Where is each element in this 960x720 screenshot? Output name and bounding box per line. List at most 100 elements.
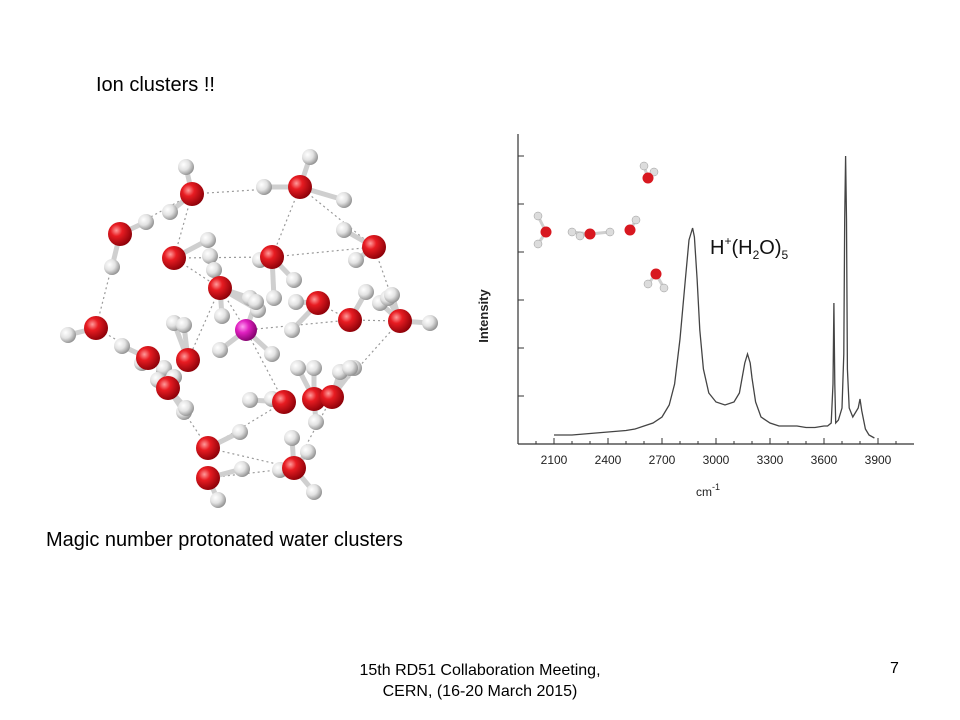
hydrogen-bond — [245, 329, 285, 403]
hydrogen-atom — [533, 239, 543, 249]
oxygen-atom — [176, 348, 200, 372]
hydrogen-atom — [242, 392, 258, 408]
x-tick-label: 2100 — [541, 453, 568, 467]
hydrogen-atom — [533, 211, 543, 221]
hydrogen-bond — [299, 186, 375, 248]
oxygen-atom — [306, 291, 330, 315]
hydrogen-atom — [234, 461, 250, 477]
oxygen-atom — [388, 309, 412, 333]
oxygen-atom — [136, 346, 160, 370]
hydrogen-atom — [358, 284, 374, 300]
hydrogen-atom — [422, 315, 438, 331]
hydrogen-atom — [176, 317, 192, 333]
oxygen-atom — [338, 308, 362, 332]
oxygen-atom — [642, 172, 654, 184]
y-axis-label: Intensity — [476, 289, 491, 343]
oxygen-atom — [180, 182, 204, 206]
x-axis-label: cm-1 — [696, 482, 720, 499]
x-tick-label: 3900 — [865, 453, 892, 467]
hydrogen-atom — [200, 232, 216, 248]
oxygen-atom — [288, 175, 312, 199]
chart-axes — [517, 134, 914, 445]
hydrogen-atom — [284, 322, 300, 338]
hydrogen-atom — [575, 231, 585, 241]
hydrogen-atom — [605, 227, 615, 237]
hydrogen-atom — [336, 192, 352, 208]
hydrogen-atom — [104, 259, 120, 275]
hydrogen-atom — [138, 214, 154, 230]
atoms — [60, 149, 438, 508]
hydrogen-atom — [266, 290, 282, 306]
oxygen-atom — [196, 436, 220, 460]
hydrogen-atom — [290, 360, 306, 376]
hydrogen-bond — [293, 396, 333, 469]
oxygen-atom — [584, 228, 596, 240]
hydrogen-bond — [271, 246, 375, 258]
oxygen-atom — [260, 245, 284, 269]
hydrogen-atom — [60, 327, 76, 343]
figure-caption: Magic number protonated water clusters — [46, 529, 403, 551]
hydrogen-atom — [284, 430, 300, 446]
x-tick-label: 3300 — [757, 453, 784, 467]
hydrogen-bond — [331, 320, 401, 398]
hydrogen-atom — [232, 424, 248, 440]
oxygen-atom — [624, 224, 636, 236]
hydrogen-atom — [567, 227, 577, 237]
hydrogen-atom — [248, 294, 264, 310]
inset-molecule-illustration — [533, 161, 669, 293]
hydrogen-atom — [210, 492, 226, 508]
hydrogen-atom — [659, 283, 669, 293]
oxygen-atom — [84, 316, 108, 340]
oxygen-atom — [650, 268, 662, 280]
hydrogen-atom — [256, 179, 272, 195]
hydrogen-atom — [214, 308, 230, 324]
x-tick-label: 2700 — [649, 453, 676, 467]
hydrogen-atom — [264, 346, 280, 362]
hydrogen-atom — [308, 414, 324, 430]
hydrogen-atom — [114, 338, 130, 354]
page-number: 7 — [890, 660, 899, 677]
x-axis-ticks: 2100 2400 2700 3000 3300 3600 3900 — [535, 438, 897, 467]
oxygen-atom — [196, 466, 220, 490]
oxygen-atom — [282, 456, 306, 480]
hydrogen-atom — [212, 342, 228, 358]
hydrogen-atom — [286, 272, 302, 288]
hydrogen-atom — [178, 400, 194, 416]
oxygen-atom — [272, 390, 296, 414]
hydrogen-atom — [206, 262, 222, 278]
hydrogen-atom — [288, 294, 304, 310]
hydrogen-atom — [336, 222, 352, 238]
x-tick-label: 2400 — [595, 453, 622, 467]
hydrogen-atom — [649, 167, 659, 177]
oxygen-atom — [108, 222, 132, 246]
formula-annotation: H+(H2O)5 — [710, 234, 788, 262]
oxygen-atom — [156, 376, 180, 400]
x-tick-label: 3000 — [703, 453, 730, 467]
hydrogen-atom — [178, 159, 194, 175]
hydrogen-atom — [384, 287, 400, 303]
hydrogen-atom — [631, 215, 641, 225]
slide-title: Ion clusters !! — [96, 74, 215, 96]
hydrogen-atom — [300, 444, 316, 460]
central-ion-atom — [235, 319, 257, 341]
hydrogen-atom — [639, 161, 649, 171]
oxygen-atom — [320, 385, 344, 409]
hydrogen-atom — [643, 279, 653, 289]
hydrogen-bond — [187, 287, 221, 361]
oxygen-atom — [540, 226, 552, 238]
hydrogen-atom — [348, 252, 364, 268]
x-tick-label: 3600 — [811, 453, 838, 467]
hydrogen-atom — [306, 484, 322, 500]
oxygen-atom — [208, 276, 232, 300]
hydrogen-atom — [162, 204, 178, 220]
hydrogen-atom — [342, 360, 358, 376]
hydrogen-atom — [202, 248, 218, 264]
footer-line-2: CERN, (16-20 March 2015) — [382, 683, 578, 700]
oxygen-atom — [162, 246, 186, 270]
spectrum-line — [554, 155, 875, 439]
hydrogen-atom — [306, 360, 322, 376]
oxygen-atom — [362, 235, 386, 259]
hydrogen-atom — [302, 149, 318, 165]
oxygen-atom — [302, 387, 326, 411]
footer: 15th RD51 Collaboration Meeting, CERN, (… — [280, 660, 680, 702]
